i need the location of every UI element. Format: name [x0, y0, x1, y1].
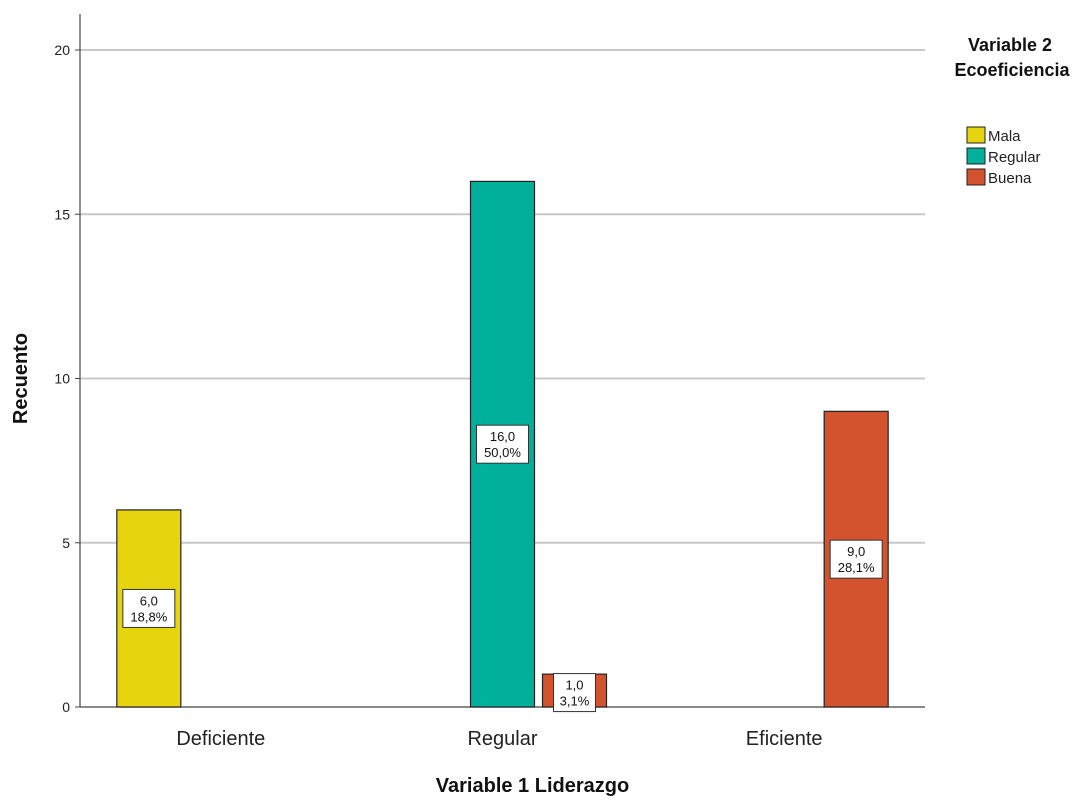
- y-tick-label: 15: [54, 206, 70, 222]
- data-label-box: [476, 424, 529, 464]
- legend-title-line-1: Variable 2: [968, 35, 1052, 55]
- y-axis-title: Recuento: [10, 333, 32, 424]
- y-ticks: 0 5 10 15 20: [54, 42, 80, 715]
- y-tick-label: 20: [54, 42, 70, 58]
- y-tick-label: 5: [62, 535, 70, 551]
- y-tick-label: 0: [62, 699, 70, 715]
- x-tick-label: Deficiente: [176, 728, 265, 750]
- data-label-percent: 50,0%: [484, 445, 521, 460]
- legend: Variable 2 Ecoeficiencia Mala Regular Buen…: [954, 35, 1070, 187]
- data-label-count: 16,0: [490, 429, 515, 444]
- data-labels: 6,018,8% 16,050,0% 1,03,1% 9,028,1%: [122, 424, 883, 713]
- legend-swatch: [966, 126, 986, 144]
- data-label-percent: 18,8%: [130, 609, 167, 624]
- data-label-percent: 28,1%: [838, 560, 875, 575]
- x-tick-label: Regular: [467, 728, 537, 750]
- y-tick-label: 10: [54, 371, 70, 387]
- legend-swatch: [966, 147, 986, 165]
- data-label-box: [553, 673, 596, 713]
- data-label-box: [122, 588, 176, 628]
- data-label-percent: 3,1%: [560, 694, 590, 709]
- category-labels: Deficiente Regular Eficiente: [176, 728, 822, 750]
- legend-label: Regular: [988, 149, 1041, 166]
- data-label-count: 9,0: [847, 544, 865, 559]
- data-label-count: 1,0: [565, 678, 583, 693]
- legend-label: Buena: [988, 170, 1032, 187]
- x-axis-title: Variable 1 Liderazgo: [436, 775, 629, 797]
- legend-title-line-2: Ecoeficiencia: [954, 60, 1070, 80]
- legend-label: Mala: [988, 128, 1021, 145]
- x-tick-label: Eficiente: [746, 728, 823, 750]
- data-label-count: 6,0: [140, 593, 158, 608]
- legend-swatch: [966, 168, 986, 186]
- data-label-box: [829, 539, 883, 579]
